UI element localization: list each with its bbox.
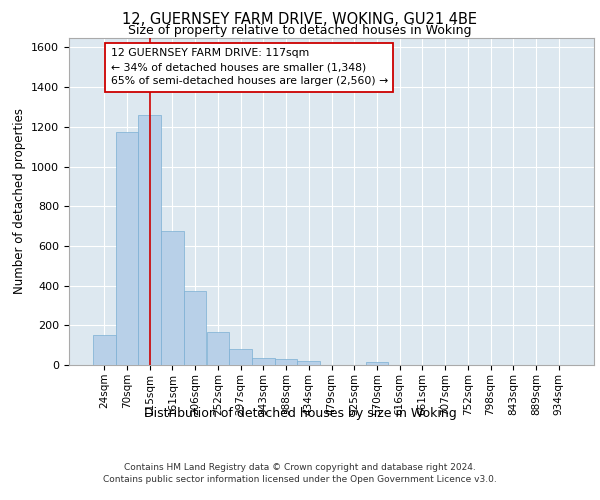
Text: Contains public sector information licensed under the Open Government Licence v3: Contains public sector information licen… xyxy=(103,475,497,484)
Text: Distribution of detached houses by size in Woking: Distribution of detached houses by size … xyxy=(143,408,457,420)
Bar xyxy=(206,332,229,365)
Bar xyxy=(229,348,252,365)
Bar xyxy=(116,132,139,365)
Bar xyxy=(139,115,161,365)
Text: 12, GUERNSEY FARM DRIVE, WOKING, GU21 4BE: 12, GUERNSEY FARM DRIVE, WOKING, GU21 4B… xyxy=(122,12,478,28)
Text: Contains HM Land Registry data © Crown copyright and database right 2024.: Contains HM Land Registry data © Crown c… xyxy=(124,462,476,471)
Y-axis label: Number of detached properties: Number of detached properties xyxy=(13,108,26,294)
Bar xyxy=(252,358,275,365)
Bar xyxy=(93,335,116,365)
Bar xyxy=(161,231,184,365)
Bar xyxy=(184,290,206,365)
Bar xyxy=(298,361,320,365)
Bar xyxy=(275,360,298,365)
Text: Size of property relative to detached houses in Woking: Size of property relative to detached ho… xyxy=(128,24,472,37)
Bar xyxy=(365,362,388,365)
Text: 12 GUERNSEY FARM DRIVE: 117sqm
← 34% of detached houses are smaller (1,348)
65% : 12 GUERNSEY FARM DRIVE: 117sqm ← 34% of … xyxy=(110,48,388,86)
